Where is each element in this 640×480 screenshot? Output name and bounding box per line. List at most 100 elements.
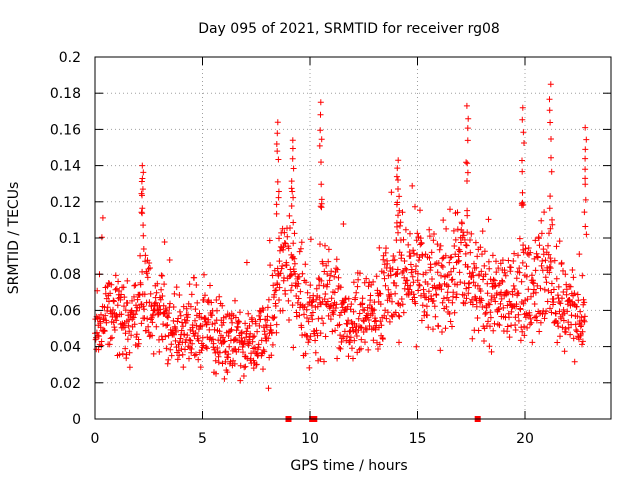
data-point (532, 267, 539, 274)
data-point (463, 242, 470, 249)
data-point (468, 230, 475, 237)
data-point (109, 334, 115, 341)
data-point (260, 366, 266, 373)
data-point (506, 298, 513, 305)
data-point (501, 269, 508, 276)
data-point (340, 221, 347, 227)
data-point (500, 304, 507, 311)
data-point (438, 262, 445, 269)
data-point (273, 329, 280, 336)
data-point (307, 282, 314, 289)
data-point (390, 253, 397, 259)
data-point (130, 314, 137, 321)
data-point (464, 137, 471, 144)
data-point (461, 236, 468, 243)
data-point (463, 102, 470, 109)
data-point (319, 260, 326, 267)
data-point (582, 181, 589, 188)
data-point (237, 362, 244, 369)
data-point (186, 281, 193, 288)
data-point (546, 96, 553, 103)
data-point (344, 333, 351, 340)
y-tick-label: 0.2 (59, 50, 81, 66)
data-point (296, 312, 303, 319)
data-point (575, 297, 582, 304)
data-point (548, 136, 554, 142)
data-point (290, 219, 297, 226)
data-point (118, 311, 125, 318)
data-point (392, 309, 399, 316)
data-point (216, 328, 223, 335)
axis-ticks: 0 0.02 0.04 0.06 0.08 0.1 0.12 0.14 0.16 0.18 0.2 0… (50, 50, 611, 447)
data-point (474, 315, 481, 321)
data-point (425, 296, 432, 303)
data-point (246, 322, 253, 329)
data-point (242, 320, 249, 327)
data-point (245, 340, 252, 347)
data-point (583, 231, 590, 238)
data-point (496, 322, 503, 329)
data-point (321, 296, 328, 303)
data-point (365, 346, 372, 353)
data-point (515, 311, 522, 318)
data-point (485, 300, 492, 307)
data-point (475, 327, 482, 334)
data-point (576, 318, 583, 324)
data-point (515, 317, 522, 324)
data-point (183, 305, 190, 312)
data-point (125, 322, 132, 329)
data-point (219, 302, 226, 309)
data-point (362, 339, 368, 346)
data-point (554, 339, 561, 346)
data-point (191, 352, 198, 359)
data-point (398, 252, 405, 259)
data-point (571, 358, 578, 365)
data-point (485, 258, 492, 265)
data-point (210, 336, 216, 343)
data-point (147, 265, 153, 271)
data-point (481, 338, 487, 344)
data-point (465, 290, 472, 297)
data-point (289, 137, 296, 144)
data-point (201, 316, 208, 323)
data-point (233, 327, 240, 334)
data-point (499, 278, 506, 285)
data-point (344, 321, 351, 327)
data-point (297, 245, 304, 252)
data-point (547, 305, 553, 312)
data-point (431, 231, 437, 237)
data-point (439, 329, 445, 335)
data-point (281, 240, 288, 246)
data-point (141, 315, 148, 322)
data-point (243, 259, 250, 266)
data-point (333, 256, 340, 263)
data-point (578, 322, 585, 328)
data-point (413, 343, 420, 350)
data-point (383, 245, 389, 252)
data-point (531, 286, 537, 293)
data-point (417, 235, 424, 242)
data-point (582, 175, 589, 182)
data-point (375, 346, 381, 352)
data-point (481, 248, 488, 255)
data-point (550, 286, 557, 293)
data-point (274, 130, 281, 137)
data-point (158, 286, 165, 293)
data-point (204, 345, 210, 352)
data-point (124, 336, 131, 343)
data-point (166, 257, 173, 263)
data-point (582, 166, 589, 173)
data-point (478, 268, 485, 275)
data-point (206, 326, 213, 333)
data-point (435, 323, 442, 330)
data-point (139, 210, 146, 217)
data-point (322, 242, 328, 249)
data-point (399, 301, 406, 308)
data-point (360, 306, 366, 313)
data-point (402, 226, 409, 233)
data-point (559, 295, 565, 302)
data-point (577, 308, 584, 315)
data-point (277, 247, 283, 254)
data-point (108, 281, 115, 288)
data-point (132, 282, 139, 289)
